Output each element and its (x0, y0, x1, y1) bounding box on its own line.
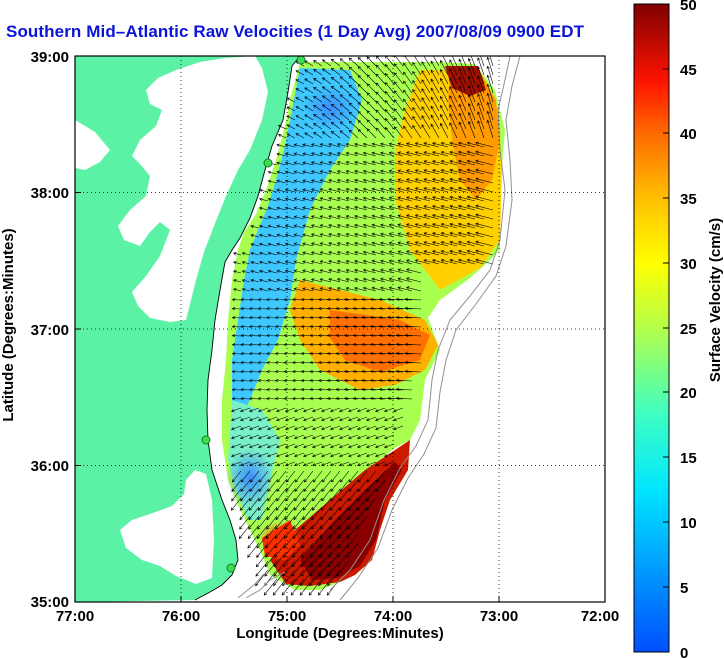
radar-site-marker (226, 563, 236, 573)
radar-site-marker (263, 158, 273, 168)
y-tick-label: 36:00 (31, 458, 69, 475)
bay-water (118, 56, 268, 322)
y-tick-label: 35:00 (31, 594, 69, 611)
bay-water (75, 120, 110, 170)
x-tick-label: 73:00 (480, 608, 518, 625)
colorbar-tick-label: 50 (680, 0, 697, 14)
x-tick-labels: 77:00 76:00 75:00 74:00 73:00 72:00 (56, 608, 619, 625)
x-tick-label: 77:00 (56, 608, 94, 625)
x-tick-label: 76:00 (162, 608, 200, 625)
x-axis-label: Longitude (Degrees:Minutes) (236, 625, 444, 642)
x-tick-label: 72:00 (581, 608, 619, 625)
colorbar-tick-label: 20 (680, 385, 697, 402)
coastline (194, 56, 301, 601)
map-title: Southern Mid–Atlantic Raw Velocities (1 … (6, 22, 585, 41)
map-grid (75, 56, 605, 602)
x-tick-label: 74:00 (374, 608, 412, 625)
colorbar-label: Surface Velocity (cm/s) (707, 218, 724, 382)
colorbar-tick-label: 0 (680, 645, 688, 659)
y-axis-label: Latitude (Degrees:Minutes) (0, 228, 17, 421)
colorbar-tick-label: 15 (680, 450, 697, 467)
colorbar-tick-label: 30 (680, 256, 697, 273)
radar-site-marker (296, 55, 306, 65)
colorbar-tick-label: 45 (680, 62, 697, 79)
radar-sites (201, 55, 306, 573)
colorbar-tick-label: 25 (680, 321, 697, 338)
y-tick-label: 38:00 (31, 185, 69, 202)
colorbar-tick-label: 35 (680, 191, 697, 208)
y-tick-label: 37:00 (31, 322, 69, 339)
colorbar-ticks (663, 68, 669, 588)
colorbar-tick-label: 10 (680, 515, 697, 532)
tick-marks (75, 192, 500, 602)
radar-site-marker (201, 435, 211, 445)
bathymetry-contours (237, 56, 521, 601)
colorbar-tick-label: 40 (680, 126, 697, 143)
colorbar-tick-labels: 0 5 10 15 20 25 30 35 40 45 50 (680, 0, 697, 659)
bay-water (120, 470, 214, 584)
x-tick-label: 75:00 (268, 608, 306, 625)
colorbar-tick-label: 5 (680, 580, 688, 597)
y-tick-labels: 39:00 38:00 37:00 36:00 35:00 (31, 49, 69, 611)
y-tick-label: 39:00 (31, 49, 69, 66)
